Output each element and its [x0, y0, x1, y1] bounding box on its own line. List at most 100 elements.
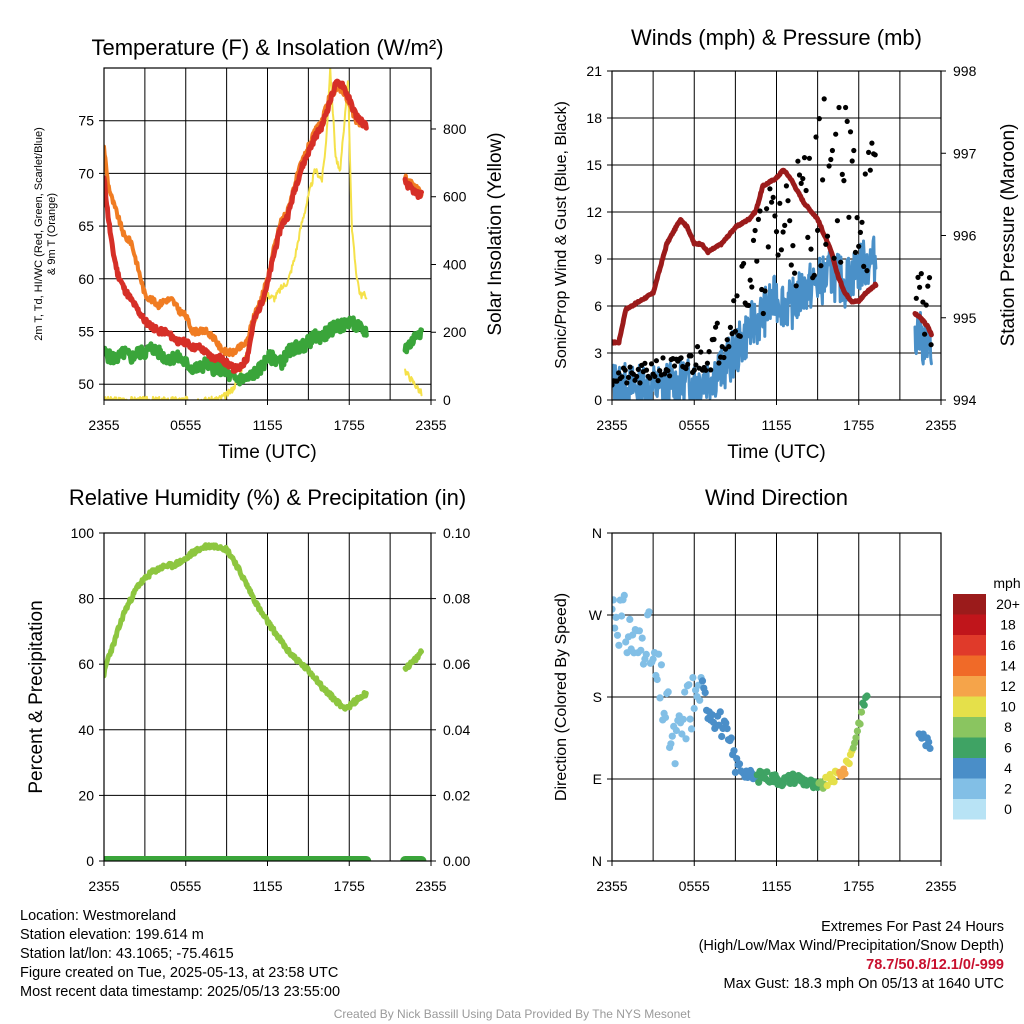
gust-point [926, 275, 933, 281]
direction-point [656, 694, 664, 702]
gust-point [915, 274, 921, 280]
gust-point [624, 380, 630, 386]
plot-frame [611, 532, 942, 862]
y-tick-label: 18 [586, 110, 602, 126]
gust-point [622, 367, 628, 373]
direction-point [845, 760, 853, 768]
recent-timestamp: Most recent data timestamp: 2025/05/13 2… [20, 984, 341, 1000]
y-tick-label: S [593, 689, 602, 705]
gust-point [745, 302, 752, 308]
direction-point [696, 696, 704, 704]
gust-point [843, 104, 849, 111]
gust-point [734, 293, 740, 299]
gust-point [713, 324, 719, 330]
gust-point [698, 349, 704, 355]
y2-tick-label: 996 [953, 228, 977, 244]
legend-swatch [953, 758, 986, 779]
direction-point [698, 677, 707, 685]
gust-point [691, 367, 697, 373]
gust-point [790, 243, 796, 249]
direction-point [856, 720, 864, 728]
rh-line [104, 542, 424, 712]
gust-point [754, 258, 760, 264]
direction-point [708, 711, 716, 719]
gust-point [704, 360, 711, 366]
direction-point [635, 627, 644, 635]
gust-point [806, 155, 813, 161]
gust-point [872, 152, 878, 158]
station-elevation: Station elevation: 199.614 m [20, 927, 204, 943]
x-tick-label: 2355 [925, 417, 956, 433]
gust-point [732, 328, 739, 334]
direction-point [716, 708, 724, 716]
direction-point [612, 624, 619, 632]
gust-point [655, 378, 661, 384]
y-axis-label: Sonic/Prop Wind & Gust (Blue, Black) [553, 101, 570, 369]
gust-point [716, 360, 722, 366]
pressure-line [612, 167, 934, 346]
y-axis-label: Direction (Colored By Speed) [553, 593, 570, 801]
direction-point [860, 701, 868, 709]
gust-point [792, 270, 798, 276]
gust-point [800, 176, 806, 182]
direction-point [689, 674, 697, 682]
direction-point [681, 688, 689, 696]
direction-point [612, 596, 617, 604]
gust-point [839, 171, 845, 177]
direction-point [718, 732, 726, 741]
gust-point [796, 172, 803, 178]
y-tick-label: 6 [594, 298, 602, 314]
x-tick-label: 2355 [925, 878, 956, 894]
direction-point [730, 747, 738, 755]
legend-label: 18 [1000, 617, 1016, 633]
legend-label: 8 [1004, 719, 1012, 735]
legend-label: 12 [1000, 678, 1016, 694]
extremes-values: 78.7/50.8/12.1/0/-999 [866, 957, 1004, 973]
gust-point [838, 259, 844, 265]
gust-point [847, 129, 854, 135]
y-tick-label: 9 [594, 251, 602, 267]
gust-point [923, 302, 929, 308]
x-tick-label: 1755 [843, 878, 874, 894]
gust-point [780, 229, 786, 235]
direction-point [687, 725, 696, 733]
gust-point [841, 178, 847, 184]
direction-point [925, 738, 933, 746]
x-tick-label: 1755 [843, 417, 874, 433]
x-tick-label: 2355 [596, 417, 627, 433]
extremes-heading: Extremes For Past 24 Hours [821, 919, 1004, 935]
gust-point [749, 284, 755, 290]
direction-point [671, 760, 679, 768]
extremes-subheading: (High/Low/Max Wind/Precipitation/Snow De… [698, 938, 1004, 954]
direction-point [613, 631, 622, 639]
legend-label: 10 [1000, 699, 1016, 715]
x-tick-label: 0555 [170, 417, 201, 433]
gust-point [788, 262, 794, 268]
gust-point [737, 333, 743, 339]
legend-swatch [953, 635, 986, 656]
y2-tick-label: 994 [953, 392, 977, 408]
gust-point [811, 272, 817, 278]
direction-point [657, 661, 666, 669]
chart-title: Relative Humidity (%) & Precipitation (i… [69, 485, 466, 510]
insolation-line [104, 68, 423, 400]
legend-swatch [953, 614, 986, 635]
gust-point [708, 367, 714, 373]
plot-area [612, 591, 934, 792]
y2-tick-label: 0.02 [443, 787, 470, 803]
max-gust: Max Gust: 18.3 mph On 05/13 at 1640 UTC [723, 976, 1004, 992]
y-tick-label: 20 [78, 787, 94, 803]
y-tick-label: 0 [594, 392, 602, 408]
y2-tick-label: 0 [443, 392, 451, 408]
gust-point [803, 187, 809, 194]
y-tick-label: N [592, 853, 602, 869]
gust-point [760, 310, 766, 317]
y-tick-label: 0 [86, 853, 94, 869]
gust-point [652, 373, 658, 379]
direction-point [863, 692, 871, 700]
direction-point [645, 608, 653, 616]
gust-point [805, 234, 811, 240]
gust-point [913, 295, 919, 301]
gust-point [627, 364, 633, 370]
gust-point [665, 368, 671, 374]
